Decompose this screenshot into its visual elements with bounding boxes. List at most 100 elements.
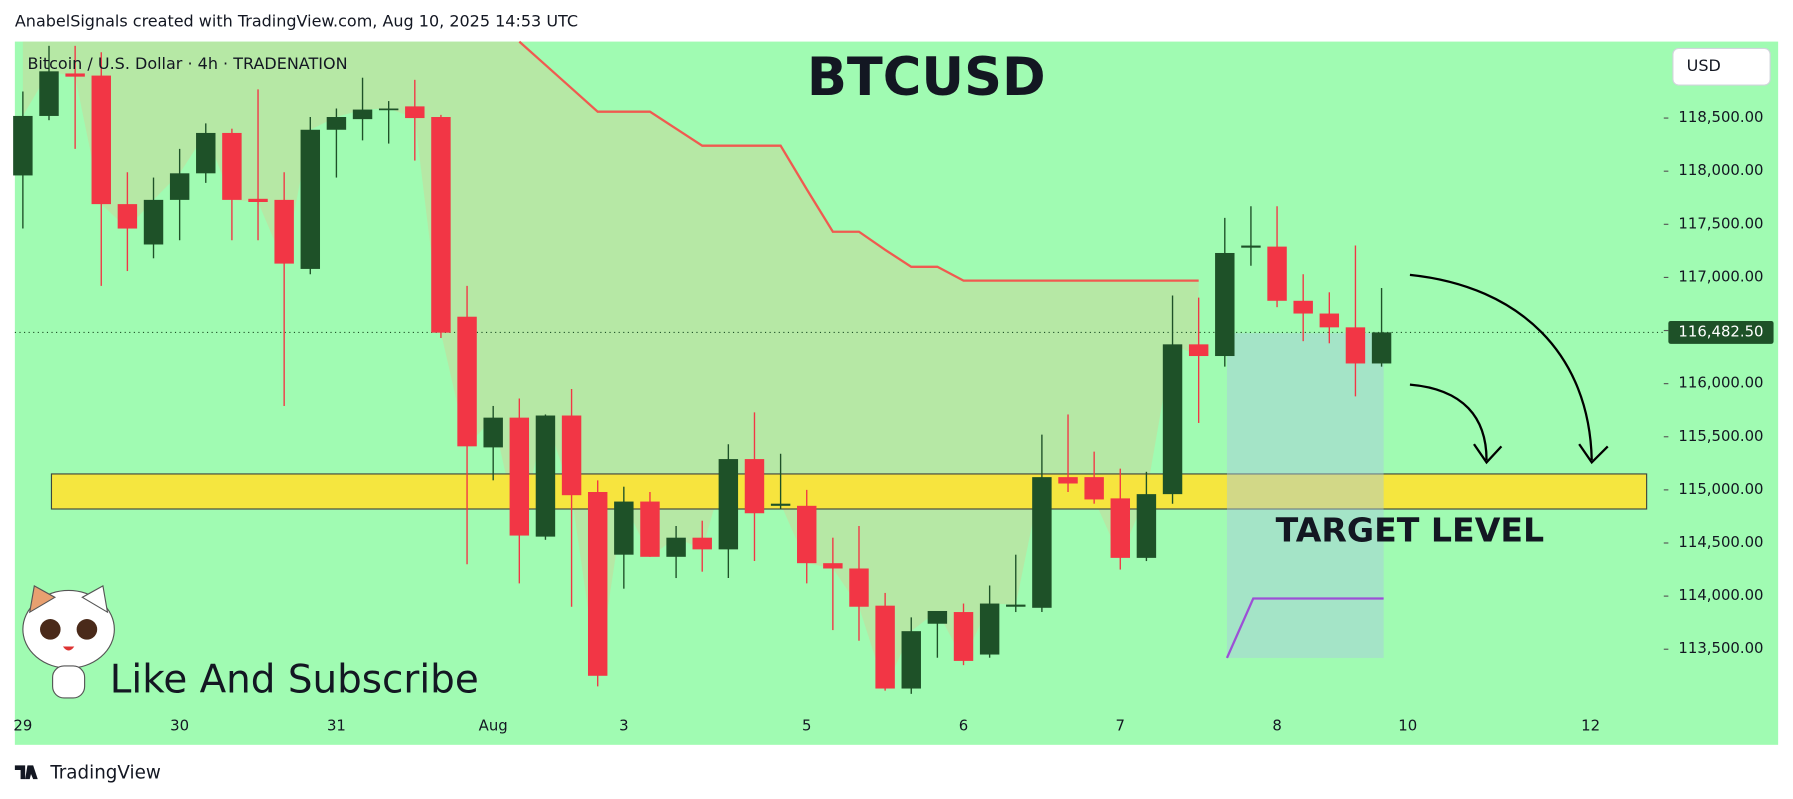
- candle-body: [457, 316, 477, 447]
- x-tick-label: 10: [1398, 717, 1417, 735]
- attribution: AnabelSignals created with TradingView.c…: [15, 12, 578, 31]
- candle-body: [1319, 313, 1340, 328]
- x-tick-label: Aug: [479, 717, 508, 735]
- candle-body: [640, 501, 660, 557]
- x-tick-label: 31: [327, 717, 346, 735]
- candle-body: [561, 415, 582, 496]
- last-price-box: [1668, 320, 1774, 344]
- x-tick-label: 7: [1116, 717, 1125, 735]
- candle-body: [39, 71, 59, 116]
- y-tick-label: 118,500.00: [1678, 108, 1763, 126]
- y-tick-label: 116,000.00: [1678, 374, 1763, 392]
- logo-icon: [14, 765, 38, 780]
- candle-body: [614, 501, 634, 555]
- candle-body: [1345, 327, 1366, 364]
- candle-body: [1371, 332, 1392, 364]
- cat-eye: [40, 619, 61, 640]
- candle-body: [509, 417, 530, 536]
- candle-body: [1006, 604, 1026, 607]
- projection-box: [1226, 333, 1384, 658]
- sticker: [22, 584, 115, 699]
- x-tick-label: 12: [1581, 717, 1600, 735]
- cat-body: [52, 665, 86, 699]
- candle-body: [352, 109, 373, 120]
- candle-body: [1032, 477, 1052, 608]
- plot: TARGET LEVEL 29 30 31 Aug 3 5 6 7 8 10 12 113,500.00…: [13, 40, 1774, 735]
- candle-body: [744, 459, 765, 514]
- candle-body: [326, 117, 347, 130]
- cat-ear: [81, 584, 109, 614]
- arrow-head: [1578, 443, 1609, 465]
- candle-body: [1267, 246, 1287, 301]
- candle-body: [1241, 245, 1261, 248]
- y-tick-label: 115,000.00: [1678, 480, 1763, 498]
- footer-brand: TradingView: [49, 762, 161, 783]
- chart-title: BTCUSD: [807, 47, 1046, 108]
- candle-body: [953, 612, 974, 661]
- candle-body: [13, 115, 33, 176]
- candle-body: [1162, 344, 1183, 495]
- candle-body: [378, 108, 399, 111]
- candle-body: [823, 563, 843, 569]
- zone-label: TARGET LEVEL: [1276, 511, 1544, 550]
- indicator-line: [518, 40, 1199, 282]
- candle-body: [587, 492, 608, 676]
- candle-body: [117, 204, 138, 229]
- candle-body: [692, 537, 712, 550]
- y-tick-label: 114,500.00: [1678, 533, 1763, 551]
- candle-body: [797, 505, 817, 564]
- candle-body: [875, 605, 895, 689]
- target-zone: [50, 473, 1648, 510]
- arrow-short: [1409, 383, 1488, 461]
- candle-body: [91, 75, 111, 205]
- candle-body: [65, 73, 85, 77]
- candle-body: [666, 537, 686, 557]
- candle-body: [222, 132, 242, 200]
- cat-ear: [28, 584, 57, 614]
- symbol-info: Bitcoin / U.S. Dollar · 4h · TRADENATION: [27, 54, 347, 73]
- annotation: Like And Subscribe: [110, 657, 479, 702]
- y-tick-label: 114,000.00: [1678, 586, 1763, 604]
- currency-label[interactable]: USD: [1687, 56, 1721, 75]
- arrow-head: [1473, 443, 1503, 465]
- candle-body: [718, 459, 739, 550]
- x-tick-label: 8: [1272, 717, 1281, 735]
- candle-body: [535, 415, 556, 537]
- projection-line: [1225, 597, 1384, 659]
- footer-logo: TradingView: [14, 762, 161, 783]
- cat-eye: [76, 619, 98, 640]
- cat-mouth: [62, 646, 75, 651]
- x-tick-label: 3: [619, 717, 628, 735]
- arrows: [1409, 273, 1609, 465]
- candle-body: [1188, 344, 1209, 357]
- candle-body: [1293, 300, 1313, 314]
- candle-body: [196, 132, 216, 174]
- candle-body: [849, 568, 869, 607]
- currency-button[interactable]: [1672, 47, 1771, 86]
- last-price-label: 116,482.50: [1678, 322, 1763, 340]
- arrow-long: [1409, 273, 1593, 461]
- candle-body: [927, 610, 948, 624]
- x-tick-label: 5: [802, 717, 811, 735]
- candle-body: [770, 503, 791, 506]
- candle-body: [483, 417, 503, 448]
- candle-body: [274, 199, 294, 264]
- y-tick-label: 118,000.00: [1678, 161, 1763, 179]
- candle-body: [248, 198, 268, 202]
- x-tick-label: 30: [170, 717, 189, 735]
- x-tick-label: 6: [959, 717, 968, 735]
- candle-body: [1058, 477, 1078, 484]
- candle-body: [405, 106, 425, 119]
- candle-body: [979, 603, 1000, 655]
- y-tick-label: 113,500.00: [1678, 639, 1763, 657]
- candle-body: [901, 631, 921, 689]
- candle-body: [300, 129, 321, 269]
- x-tick-label: 29: [13, 717, 32, 735]
- y-tick-label: 117,500.00: [1678, 214, 1763, 232]
- candle-body: [1084, 477, 1104, 500]
- candle-body: [1215, 252, 1235, 357]
- y-tick-label: 115,500.00: [1678, 427, 1763, 445]
- candle-body: [169, 173, 190, 200]
- y-tick-label: 117,000.00: [1678, 267, 1763, 285]
